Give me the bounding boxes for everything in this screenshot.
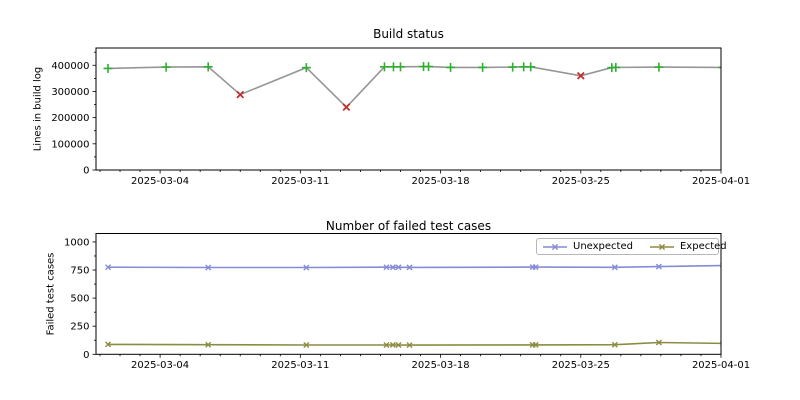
tick-labels: 2025-03-04 2025-03-11 2025-03-18 2025-03-25… (51, 61, 750, 187)
x-tick-label: 2025-03-11 (271, 176, 329, 187)
plot-border (95, 233, 722, 355)
x-tick-label: 2025-03-25 (552, 360, 610, 371)
x-tick-label: 2025-03-18 (411, 176, 469, 187)
y-tick-label: 200000 (51, 113, 89, 124)
y-tick-label: 1000 (64, 237, 89, 248)
line-x-marker-icon (543, 243, 567, 250)
axes-0: 2025-03-04 2025-03-11 2025-03-18 2025-03-25… (51, 47, 750, 187)
axes-1: 2025-03-04 2025-03-11 2025-03-18 2025-03-25… (64, 233, 750, 371)
ylabel-build-status: Lines in build log (32, 66, 44, 152)
series-build-log-lines (103, 62, 721, 112)
y-tick-label: 300000 (51, 87, 89, 98)
series-expected (105, 339, 721, 349)
tick-labels: 2025-03-04 2025-03-11 2025-03-18 2025-03-25… (64, 237, 750, 371)
series-unexpected (105, 262, 721, 271)
x-tick-label: 2025-03-04 (131, 360, 189, 371)
ticks (92, 51, 722, 174)
x-tick-label: 2025-03-18 (411, 360, 469, 371)
y-tick-label: 750 (70, 266, 89, 277)
x-tick-label: 2025-03-04 (131, 176, 189, 187)
y-tick-label: 250 (70, 322, 89, 333)
x-tick-label: 2025-03-11 (271, 360, 329, 371)
ticks (92, 241, 722, 358)
x-tick-label: 2025-04-01 (692, 360, 750, 371)
y-tick-label: 0 (83, 350, 89, 361)
line-x-marker-icon (649, 243, 674, 250)
plot-border (95, 47, 722, 171)
y-tick-label: 500 (70, 294, 89, 305)
legend-label-expected: Expected (679, 241, 727, 252)
ylabel-failed-tests: Failed test cases (45, 252, 57, 336)
legend-entry-expected: Expected (649, 241, 727, 252)
y-tick-label: 100000 (51, 139, 89, 150)
chart-title-failed-tests: Number of failed test cases (325, 219, 492, 233)
chart-title-build-status: Build status (373, 27, 444, 41)
x-tick-label: 2025-03-25 (552, 176, 610, 187)
y-tick-label: 0 (83, 166, 89, 177)
x-tick-label: 2025-04-01 (692, 176, 750, 187)
y-tick-label: 400000 (51, 61, 89, 72)
legend-label-unexpected: Unexpected (573, 241, 633, 252)
legend: Unexpected Expected (536, 238, 727, 255)
legend-entry-unexpected: Unexpected (542, 241, 633, 252)
